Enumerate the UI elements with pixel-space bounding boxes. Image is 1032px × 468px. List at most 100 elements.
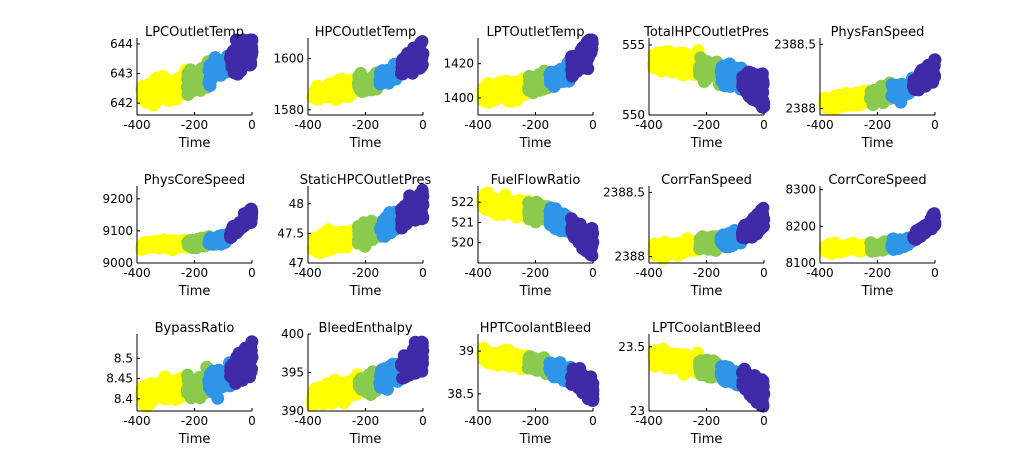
data-point	[135, 82, 149, 96]
data-point	[354, 375, 367, 389]
scatter-points	[647, 342, 771, 413]
y-tick-label: 643	[110, 67, 133, 81]
scatter-points	[476, 33, 599, 109]
data-point	[490, 207, 504, 221]
data-point	[374, 70, 388, 84]
data-point	[225, 55, 239, 69]
data-point	[553, 365, 567, 379]
data-point	[378, 381, 392, 395]
scatter-points	[818, 207, 942, 261]
y-tick-label: 39	[459, 344, 474, 358]
data-point	[928, 207, 941, 220]
x-tick-label: -200	[693, 266, 720, 280]
data-point	[494, 82, 508, 96]
data-point	[757, 100, 770, 113]
data-point	[666, 361, 679, 375]
data-point	[508, 349, 522, 363]
x-tick-label: -200	[864, 266, 891, 280]
x-tick-label: -400	[294, 118, 321, 132]
data-point	[828, 236, 842, 250]
data-point	[184, 67, 197, 80]
subplot-title: CorrFanSpeed	[661, 173, 752, 188]
x-axis-label: Time	[519, 284, 552, 299]
data-point	[334, 235, 348, 249]
data-point	[755, 85, 769, 98]
x-tick-label: 0	[760, 266, 768, 280]
data-point	[481, 186, 495, 200]
data-point	[680, 232, 694, 246]
y-tick-label: 522	[451, 195, 474, 209]
y-tick-label: 520	[451, 236, 474, 250]
data-point	[697, 66, 711, 80]
x-axis-label: Time	[861, 136, 894, 151]
data-point	[586, 394, 599, 407]
subplot-title: FuelFlowRatio	[491, 173, 581, 188]
subplot-title: StaticHPCOutletPres	[300, 173, 432, 188]
data-point	[586, 34, 599, 46]
data-point	[746, 220, 760, 234]
x-tick-label: -400	[635, 118, 662, 132]
x-axis-label: Time	[690, 136, 723, 151]
data-point	[245, 202, 258, 215]
data-point	[919, 224, 933, 238]
data-point	[232, 370, 246, 384]
data-point	[648, 241, 662, 255]
x-tick-label: -200	[522, 118, 549, 132]
data-point	[507, 84, 521, 98]
x-tick-label: -200	[352, 266, 379, 280]
y-tick-label: 38.5	[447, 387, 474, 401]
subplot-title: BypassRatio	[155, 321, 235, 336]
x-tick-label: -400	[123, 414, 150, 428]
subplot-title: CorrCoreSpeed	[828, 173, 926, 188]
scatter-points	[305, 335, 430, 412]
data-point	[202, 375, 216, 389]
data-point	[238, 353, 252, 367]
x-axis-label: Time	[519, 136, 552, 151]
data-point	[405, 54, 419, 68]
y-tick-label: 1420	[443, 57, 474, 71]
data-point	[185, 236, 199, 250]
y-tick-label: 8200	[785, 219, 816, 233]
y-tick-label: 8.4	[114, 392, 133, 406]
y-tick-label: 9200	[102, 192, 133, 206]
data-point	[167, 391, 181, 405]
data-point	[715, 65, 729, 79]
x-tick-label: 0	[419, 118, 427, 132]
y-tick-label: 1580	[273, 103, 304, 117]
data-point	[572, 235, 586, 249]
x-tick-label: -200	[522, 266, 549, 280]
x-axis-label: Time	[349, 136, 382, 151]
data-point	[566, 362, 580, 376]
data-point	[910, 77, 924, 91]
x-tick-label: 0	[248, 414, 256, 428]
x-tick-label: -200	[181, 414, 208, 428]
data-point	[547, 79, 561, 93]
data-point	[894, 86, 908, 100]
x-axis-label: Time	[178, 284, 211, 299]
data-point	[747, 93, 761, 107]
x-tick-label: -200	[522, 414, 549, 428]
data-point	[550, 208, 564, 222]
data-point	[188, 82, 202, 96]
scatter-points	[134, 202, 259, 257]
x-axis-label: Time	[519, 432, 552, 447]
scatter-points	[647, 201, 771, 265]
x-tick-label: -200	[693, 118, 720, 132]
subplot-title: PhysFanSpeed	[831, 25, 925, 40]
data-point	[565, 69, 579, 83]
x-tick-label: -400	[294, 414, 321, 428]
data-point	[503, 202, 517, 216]
scatter-points	[135, 33, 259, 112]
data-point	[228, 222, 242, 236]
x-tick-label: 0	[931, 266, 939, 280]
y-tick-label: 2388	[614, 250, 645, 264]
data-point	[205, 62, 219, 76]
x-tick-label: -400	[464, 118, 491, 132]
data-point	[395, 221, 409, 235]
